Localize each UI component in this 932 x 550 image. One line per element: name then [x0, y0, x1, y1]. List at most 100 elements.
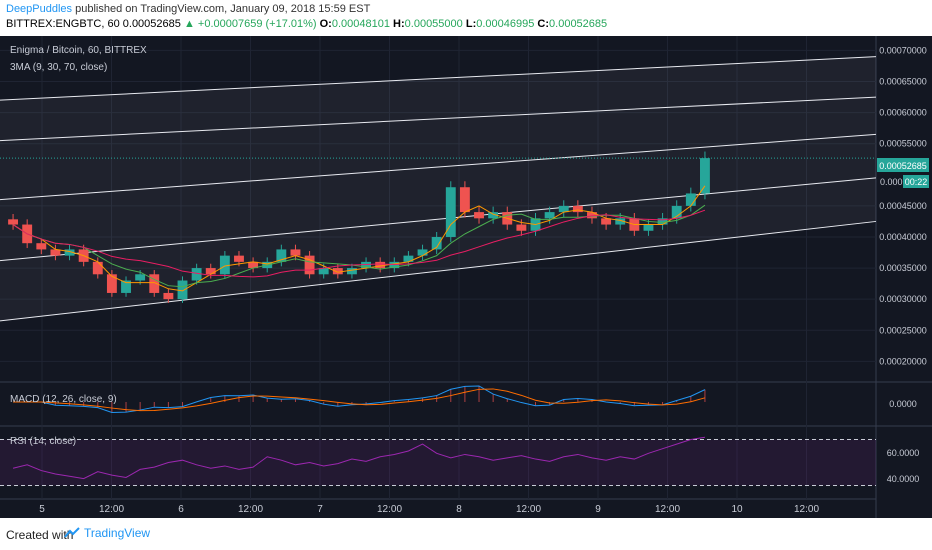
channel-line — [0, 56, 877, 101]
y-tick-label: 0.00055000 — [879, 139, 927, 149]
rsi-pane — [0, 436, 876, 486]
publish-line: DeepPuddles published on TradingView.com… — [6, 3, 370, 15]
countdown-prefix: 0.000 — [880, 177, 903, 187]
close-label: C: — [537, 18, 550, 30]
candle-body — [488, 212, 499, 219]
symbol: BITTREX:ENGBTC, 60 — [6, 18, 120, 30]
channel-line — [0, 177, 877, 262]
high-value: 0.00055000 — [404, 18, 463, 30]
moving-averages — [12, 185, 706, 292]
candle-body — [671, 205, 682, 219]
open-label: O: — [319, 18, 332, 30]
ma-slow-line — [12, 209, 706, 278]
channel-fill — [0, 56, 876, 321]
chart-header: DeepPuddles published on TradingView.com… — [0, 0, 932, 34]
candle-body — [544, 212, 555, 219]
candle-body — [403, 255, 414, 262]
candle-body — [375, 261, 386, 269]
close-value: 0.00052685 — [549, 18, 608, 30]
last-price-tag-text: 0.00052685 — [879, 161, 927, 171]
y-tick-label: 0.00060000 — [879, 108, 927, 118]
candle-body — [389, 261, 400, 269]
y-tick-label: 0.00025000 — [879, 325, 927, 335]
candle-body — [191, 268, 202, 281]
x-tick-label: 5 — [39, 504, 45, 515]
candle-body — [177, 280, 188, 300]
rsi-label[interactable]: RSI (14, close) — [10, 436, 76, 447]
x-tick-label: 6 — [178, 504, 184, 515]
last-price-tag — [877, 158, 929, 172]
candle-body — [516, 224, 527, 231]
signal-line — [13, 388, 706, 412]
candle-body — [248, 261, 259, 269]
x-tick-label: 12:00 — [377, 504, 402, 515]
brand-name[interactable]: TradingView — [84, 526, 151, 540]
rsi-axis-label-40: 40.0000 — [887, 474, 920, 484]
chart-area[interactable]: 0.00070000 0.00065000 0.00060000 0.00055000… — [0, 36, 932, 518]
candle-body — [431, 236, 442, 250]
candle-body — [615, 218, 626, 225]
x-tick-label: 9 — [595, 504, 601, 515]
candle-body — [685, 193, 696, 206]
x-tick-label: 12:00 — [794, 504, 819, 515]
x-tick-label: 12:00 — [99, 504, 124, 515]
y-tick-label: 0.00045000 — [879, 201, 927, 211]
ma-fast-line — [12, 185, 706, 292]
author-link[interactable]: DeepPuddles — [6, 3, 73, 15]
candle-body — [276, 249, 287, 262]
candle-body — [474, 212, 484, 219]
candle-body — [234, 255, 244, 262]
macd-axis-label: 0.0000 — [889, 399, 917, 409]
candle-body — [50, 249, 61, 256]
candle-body — [8, 219, 19, 225]
low-value: 0.00046995 — [476, 18, 535, 30]
rsi-axis-label-60: 60.0000 — [887, 448, 920, 458]
candle-body — [135, 274, 146, 281]
candle-body — [346, 268, 357, 275]
macd-pane — [13, 385, 706, 414]
chart-svg[interactable]: 0.00070000 0.00065000 0.00060000 0.00055000… — [0, 36, 932, 518]
candle-body — [304, 255, 315, 275]
countdown-tag — [903, 175, 929, 188]
candle-body — [64, 249, 75, 256]
price-axis: 0.00070000 0.00065000 0.00060000 0.00055000… — [879, 45, 927, 366]
candle-body — [643, 224, 654, 231]
rsi-line — [12, 436, 706, 480]
tradingview-logo-icon — [64, 527, 80, 538]
last-price: 0.00052685 — [122, 18, 181, 30]
candle-body — [205, 268, 216, 275]
candle-body — [558, 205, 569, 213]
candle-body — [332, 268, 343, 275]
candle-body — [163, 292, 174, 300]
open-value: 0.00048101 — [331, 18, 390, 30]
x-tick-label: 10 — [731, 504, 743, 515]
candle-body — [601, 218, 612, 225]
y-tick-label: 0.00030000 — [879, 294, 927, 304]
y-tick-label: 0.00070000 — [879, 45, 927, 55]
indicator-label[interactable]: 3MA (9, 30, 70, close) — [10, 62, 107, 73]
created-with-text: Created with — [6, 528, 74, 542]
candle-body — [445, 187, 456, 237]
y-tick-label: 0.00065000 — [879, 77, 927, 87]
candle-body — [106, 274, 117, 293]
candles — [8, 151, 710, 303]
candle-body — [219, 255, 230, 275]
tradingview-brand[interactable]: TradingView — [64, 526, 150, 540]
pane-title: Enigma / Bitcoin, 60, BITTREX — [10, 45, 147, 56]
publish-info: published on TradingView.com, January 09… — [75, 3, 371, 15]
y-tick-label: 0.00035000 — [879, 263, 927, 273]
macd-label[interactable]: MACD (12, 26, close, 9) — [10, 394, 117, 405]
channel-line — [0, 220, 877, 322]
x-tick-label: 7 — [317, 504, 323, 515]
candle-body — [657, 218, 668, 225]
up-arrow-icon: ▲ — [183, 18, 195, 30]
countdown-text: 00:22 — [905, 177, 928, 187]
x-tick-label: 12:00 — [655, 504, 680, 515]
high-label: H: — [393, 18, 405, 30]
time-axis: 5 12:00 6 12:00 7 12:00 8 12:00 9 12:00 10 12:00 — [39, 504, 819, 515]
candle-body — [149, 274, 160, 293]
x-tick-label: 12:00 — [516, 504, 541, 515]
candle-body — [572, 205, 583, 213]
candle-body — [121, 280, 131, 293]
candle-body — [417, 249, 428, 256]
